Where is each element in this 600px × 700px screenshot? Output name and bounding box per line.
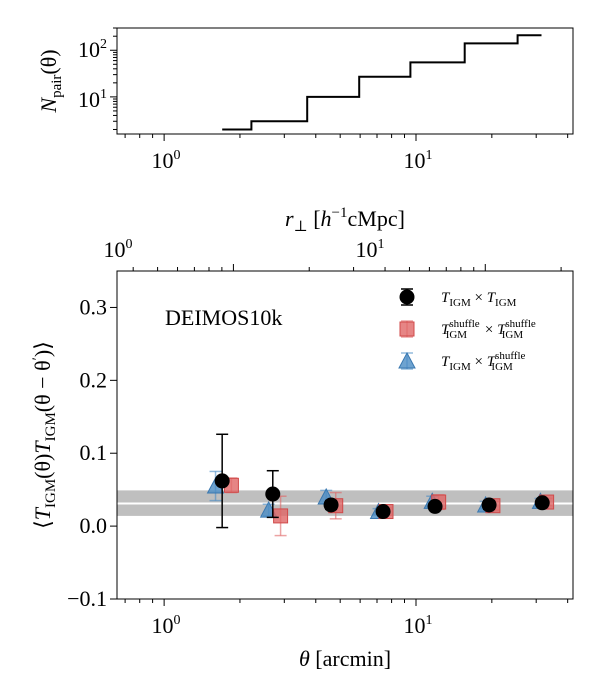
top-axis-label: r⊥ [h−1cMpc] [285, 205, 405, 235]
data-point-circle [481, 497, 497, 513]
bottom-ytick-label: 0.0 [80, 513, 108, 538]
bottom-panel-ticks [110, 264, 569, 606]
data-point-circle [214, 473, 230, 489]
bottom-ytick-labels: −0.1 0.0 0.1 0.2 0.3 [67, 294, 107, 611]
bottom-xtick-label-1: 100 [152, 613, 181, 638]
data-point-square [273, 508, 289, 524]
legend-entry-data: TIGM × TIGM [399, 288, 517, 309]
legend-data-marker [399, 289, 415, 305]
data-point-circle [265, 486, 281, 502]
pair-count-step-line [222, 34, 542, 131]
top-panel-frame [116, 27, 574, 135]
series-circle [214, 433, 550, 529]
bottom-ytick-label: 0.1 [80, 440, 108, 465]
data-point-circle [375, 504, 391, 520]
top-xtick-label-1: 100 [152, 148, 181, 173]
bottom-ytick-label: 0.3 [80, 294, 108, 319]
bottom-ylabel: ⟨TIGM(θ)TIGM(θ − θ′)⟩ [30, 341, 59, 529]
top-xtick-label-10: 101 [404, 148, 433, 173]
legend-shuffle-marker [399, 321, 415, 337]
series-layer [206, 433, 555, 537]
bands [117, 490, 573, 516]
top-axis-tick-label-10: 101 [356, 237, 385, 262]
data-point-circle [427, 498, 443, 514]
legend-shuffle-label: Tshuffle IGM × Tshuffle IGM [441, 318, 536, 341]
top-ylabel: Npair(θ) [36, 49, 65, 113]
top-ytick-label-10: 101 [78, 87, 107, 112]
data-point-circle [323, 497, 339, 513]
bottom-xlabel: θ [arcmin] [299, 646, 391, 671]
legend-entry-shuffle: Tshuffle IGM × Tshuffle IGM [399, 318, 536, 341]
top-panel: 102 101 100 101 Npair(θ) [36, 27, 574, 173]
top-ytick-label-100: 102 [78, 37, 107, 62]
data-point-circle [534, 495, 550, 511]
bottom-panel-frame [116, 270, 574, 600]
band-1 [117, 503, 573, 516]
legend-cross-label: TIGM × Tshuffle IGM [441, 350, 526, 373]
dataset-annotation: DEIMOS10k [165, 305, 282, 330]
top-axis-tick-label-1: 100 [104, 237, 133, 262]
legend-data-label: TIGM × TIGM [441, 290, 517, 309]
legend-entry-cross: TIGM × Tshuffle IGM [398, 350, 526, 373]
top-panel-ticks [110, 27, 569, 141]
bottom-ytick-label: −0.1 [67, 586, 107, 611]
bottom-xtick-label-10: 101 [404, 613, 433, 638]
band-0 [117, 490, 573, 505]
legend-cross-marker [398, 351, 416, 369]
legend: TIGM × TIGM Tshuffle IGM × Tshuffle IGM TI… [398, 288, 536, 373]
bottom-ytick-label: 0.2 [80, 367, 108, 392]
bottom-panel: −0.1 0.0 0.1 0.2 0.3 100 101 100 101 r⊥ [h−1… [30, 205, 574, 671]
